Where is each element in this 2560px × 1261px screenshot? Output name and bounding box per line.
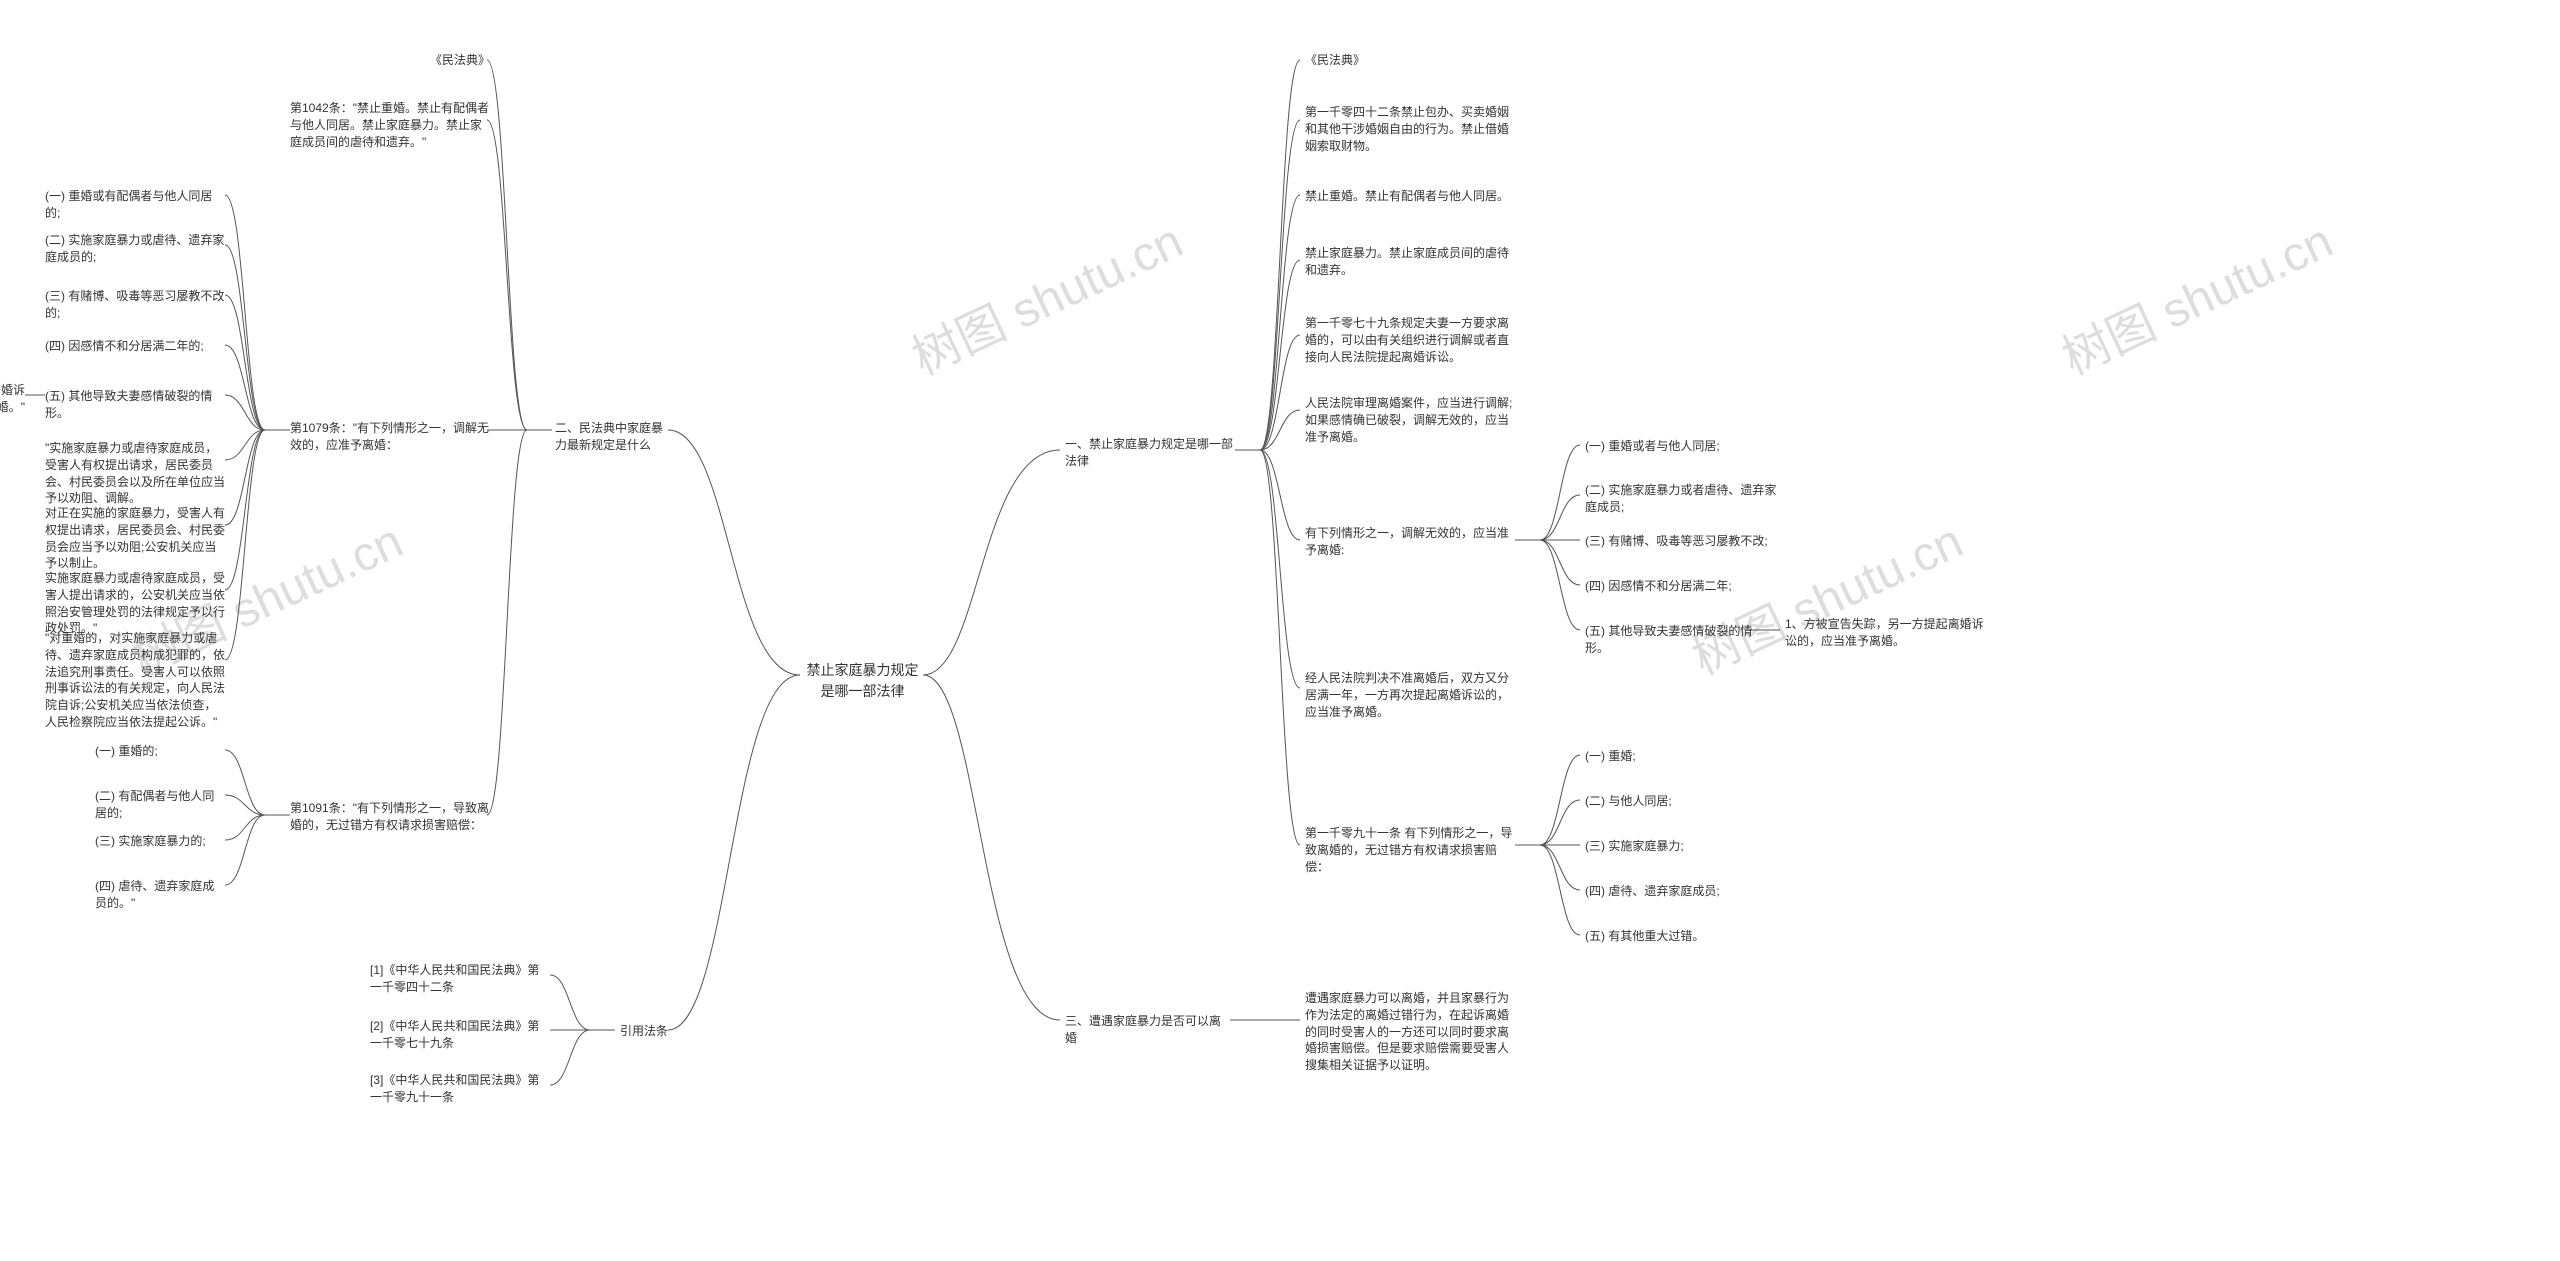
r-c7-d1: (一) 重婚或者与他人同居; [1585, 438, 1755, 455]
l-c4-d1: (一) 重婚的; [95, 743, 225, 760]
l-c3-d5-e1: 1、方被宣告失踪，另一方提出离婚诉讼的，应准予离婚。" [0, 382, 25, 416]
l-b1-c3: 第1079条："有下列情形之一，调解无效的，应准予离婚： [290, 420, 490, 454]
r-b2: 三、遭遇家庭暴力是否可以离婚 [1065, 1013, 1230, 1047]
r-b1-c6: 人民法院审理离婚案件，应当进行调解;如果感情确已破裂，调解无效的，应当准予离婚。 [1305, 395, 1515, 445]
l-c3-d9: "对重婚的，对实施家庭暴力或虐待、遗弃家庭成员构成犯罪的，依法追究刑事责任。受害… [45, 630, 225, 731]
l-c3-d3: (三) 有赌博、吸毒等恶习屡教不改的; [45, 288, 225, 322]
r-b1-c9: 第一千零九十一条 有下列情形之一，导致离婚的，无过错方有权请求损害赔偿： [1305, 825, 1515, 875]
r-c7-d5-e1: 1、方被宣告失踪，另一方提起离婚诉讼的，应当准予离婚。 [1785, 616, 1985, 650]
r-b1: 一、禁止家庭暴力规定是哪一部法律 [1065, 436, 1235, 470]
r-b1-c1: 《民法典》 [1305, 52, 1515, 69]
watermark: 树图 shutu.cn [1679, 502, 1972, 688]
l-c3-d4: (四) 因感情不和分居满二年的; [45, 338, 225, 355]
r-c9-d1: (一) 重婚; [1585, 748, 1755, 765]
r-b1-c8: 经人民法院判决不准离婚后，双方又分居满一年，一方再次提起离婚诉讼的，应当准予离婚… [1305, 670, 1515, 720]
r-b1-c5: 第一千零七十九条规定夫妻一方要求离婚的，可以由有关组织进行调解或者直接向人民法院… [1305, 315, 1515, 365]
r-c9-d5: (五) 有其他重大过错。 [1585, 928, 1755, 945]
r-c9-d2: (二) 与他人同居; [1585, 793, 1755, 810]
r-c7-d3: (三) 有赌博、吸毒等恶习屡教不改; [1585, 533, 1785, 550]
l-c3-d2: (二) 实施家庭暴力或虐待、遗弃家庭成员的; [45, 232, 225, 266]
l-b1: 二、民法典中家庭暴力最新规定是什么 [555, 420, 670, 454]
l-c4-d3: (三) 实施家庭暴力的; [95, 833, 225, 850]
l-b2-c1: [1]《中华人民共和国民法典》第一千零四十二条 [370, 962, 550, 996]
r-c9-d3: (三) 实施家庭暴力; [1585, 838, 1755, 855]
l-b2-c3: [3]《中华人民共和国民法典》第一千零九十一条 [370, 1072, 550, 1106]
l-c4-d2: (二) 有配偶者与他人同居的; [95, 788, 225, 822]
r-c7-d2: (二) 实施家庭暴力或者虐待、遗弃家庭成员; [1585, 482, 1785, 516]
watermark: 树图 shutu.cn [899, 202, 1192, 388]
l-c3-d8: 实施家庭暴力或虐待家庭成员，受害人提出请求的，公安机关应当依照治安管理处罚的法律… [45, 570, 225, 637]
l-b1-c1: 《民法典》 [430, 52, 490, 69]
l-c3-d1: (一) 重婚或有配偶者与他人同居的; [45, 188, 225, 222]
r-b1-c2: 第一千零四十二条禁止包办、买卖婚姻和其他干涉婚姻自由的行为。禁止借婚姻索取财物。 [1305, 104, 1515, 154]
r-c7-d5: (五) 其他导致夫妻感情破裂的情形。 [1585, 623, 1755, 657]
l-c3-d5: (五) 其他导致夫妻感情破裂的情形。 [45, 388, 225, 422]
center-node: 禁止家庭暴力规定是哪一部法律 [800, 660, 925, 702]
r-c9-d4: (四) 虐待、遗弃家庭成员; [1585, 883, 1755, 900]
r-b1-c3: 禁止重婚。禁止有配偶者与他人同居。 [1305, 188, 1515, 205]
r-b2-c1: 遭遇家庭暴力可以离婚，并且家暴行为作为法定的离婚过错行为，在起诉离婚的同时受害人… [1305, 990, 1520, 1074]
watermark: 树图 shutu.cn [2049, 202, 2342, 388]
r-c7-d4: (四) 因感情不和分居满二年; [1585, 578, 1755, 595]
l-b2: 引用法条 [620, 1023, 670, 1040]
r-b1-c4: 禁止家庭暴力。禁止家庭成员间的虐待和遗弃。 [1305, 245, 1515, 279]
l-b2-c2: [2]《中华人民共和国民法典》第一千零七十九条 [370, 1018, 550, 1052]
l-b1-c4: 第1091条："有下列情形之一，导致离婚的，无过错方有权请求损害赔偿： [290, 800, 490, 834]
l-b1-c2: 第1042条："禁止重婚。禁止有配偶者与他人同居。禁止家庭暴力。禁止家庭成员间的… [290, 100, 490, 150]
r-b1-c7: 有下列情形之一，调解无效的，应当准予离婚: [1305, 525, 1515, 559]
l-c3-d6: "实施家庭暴力或虐待家庭成员，受害人有权提出请求，居民委员会、村民委员会以及所在… [45, 440, 225, 507]
l-c4-d4: (四) 虐待、遗弃家庭成员的。" [95, 878, 225, 912]
l-c3-d7: 对正在实施的家庭暴力，受害人有权提出请求，居民委员会、村民委员会应当予以劝阻;公… [45, 505, 225, 572]
